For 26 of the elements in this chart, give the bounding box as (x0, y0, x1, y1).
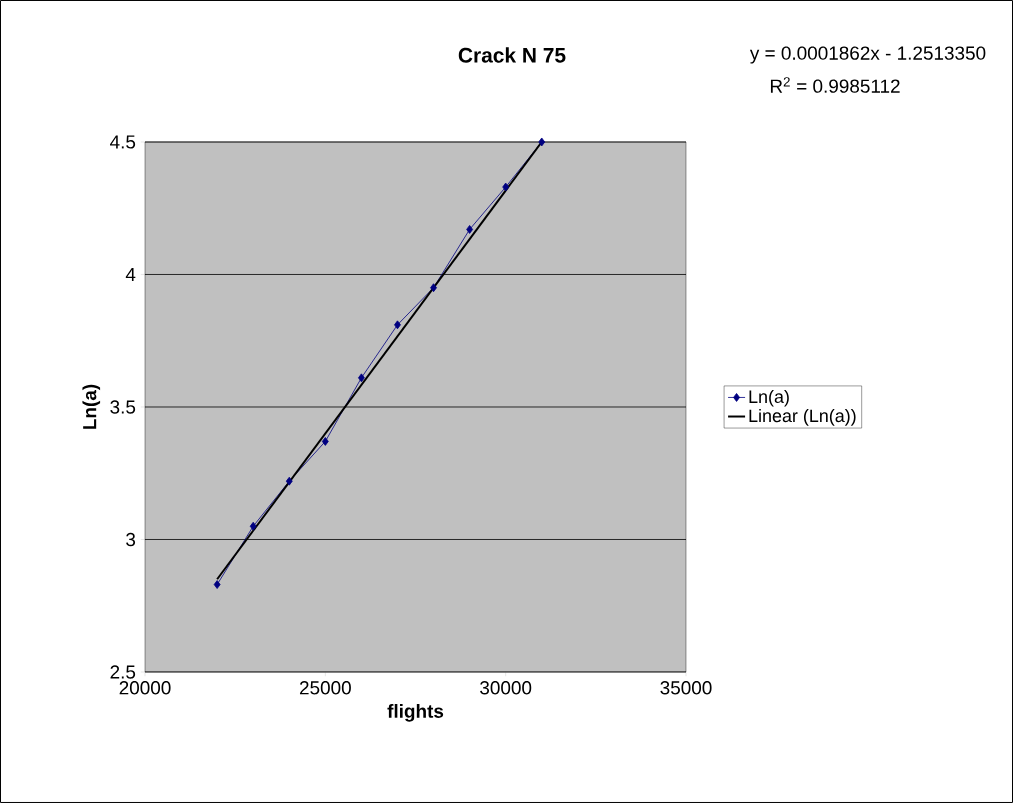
x-tick-label: 25000 (299, 681, 351, 695)
text: y = 0.0001862x - 1.2513350 (749, 46, 986, 64)
y-tick-label: 4 (125, 267, 136, 281)
point (466, 225, 474, 234)
y-axis-title: Ln(a) (82, 384, 101, 429)
point (502, 182, 510, 192)
point (358, 373, 365, 383)
x-tick-label: 35000 (660, 681, 712, 695)
point (213, 580, 221, 589)
legend-label: Linear (Ln(a)) (749, 408, 856, 426)
y-tick-label: 4.5 (110, 135, 136, 149)
y-tick-label: 3 (126, 532, 136, 547)
point (321, 437, 329, 446)
text: R$^{2}$ = 0.9985112 (770, 77, 900, 93)
point (285, 476, 293, 486)
point (394, 320, 401, 330)
x-tick-label: 30000 (480, 681, 532, 695)
x-axis-title: flights (387, 703, 444, 722)
chart-title: Crack N 75 (458, 47, 566, 63)
x-tick-label: 20000 (119, 681, 171, 695)
point (538, 137, 546, 147)
point (430, 283, 437, 293)
y-tick-label: 2.5 (110, 665, 136, 679)
point (249, 521, 257, 531)
legend-label: Ln(a) (749, 389, 789, 407)
y-tick-label: 3.5 (110, 400, 136, 414)
